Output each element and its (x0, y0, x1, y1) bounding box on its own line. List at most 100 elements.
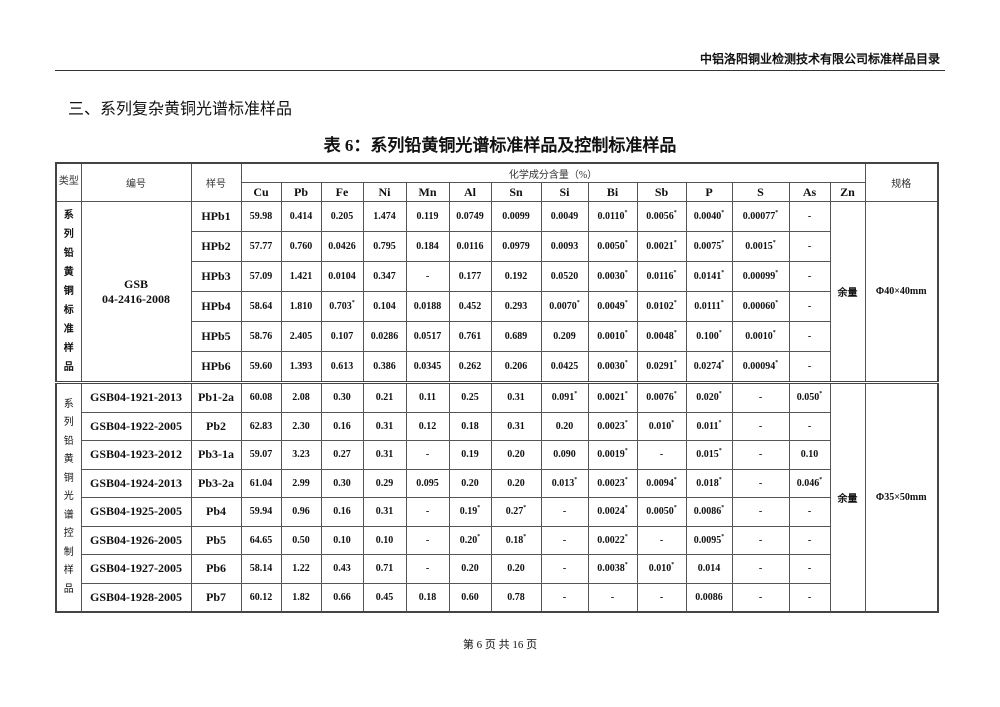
value-sn: 0.0979 (490, 231, 542, 262)
value-p: 0.0274* (685, 351, 733, 383)
value-fe: 0.43 (320, 554, 364, 584)
value-s: 0.0015* (731, 231, 790, 262)
value-fe: 0.30 (320, 468, 364, 498)
value-cu: 64.65 (240, 525, 282, 555)
specification: Φ40×40mm (864, 201, 939, 383)
value-sn: 0.20 (490, 554, 542, 584)
value-ni: 0.31 (362, 440, 407, 470)
standard-code: GSB04-1922-2005 (80, 411, 192, 441)
value-mn: 0.184 (405, 231, 450, 262)
value-cu: 61.04 (240, 468, 282, 498)
value-mn: - (405, 554, 450, 584)
standard-code: GSB04-1923-2012 (80, 440, 192, 470)
value-fe: 0.0426 (320, 231, 364, 262)
sample-id: Pb5 (190, 525, 242, 555)
value-bi: 0.0050* (587, 231, 638, 262)
value-ni: 0.31 (362, 411, 407, 441)
value-al: 0.20 (448, 554, 492, 584)
element-header-cu: Cu (240, 182, 282, 202)
table-row: GSB04-1923-2012 Pb3-1a 59.07 3.23 0.27 0.31-0… (56, 440, 938, 470)
value-si: - (540, 525, 589, 555)
table-row: GSB04-1926-2005 Pb5 64.65 0.50 0.10 0.10-0.20… (56, 525, 938, 555)
value-s: - (731, 525, 790, 555)
value-ni: 0.31 (362, 497, 407, 527)
element-header-s: S (731, 182, 790, 202)
value-al: 0.25 (448, 381, 492, 413)
value-s: - (731, 440, 790, 470)
value-pb: 0.96 (280, 497, 322, 527)
value-mn: 0.0517 (405, 321, 450, 352)
value-si: 0.0425 (540, 351, 589, 383)
value-sn: 0.18* (490, 525, 542, 555)
value-mn: 0.11 (405, 381, 450, 413)
value-ni: 0.104 (362, 291, 407, 322)
value-sb: - (636, 440, 687, 470)
value-mn: - (405, 497, 450, 527)
value-fe: 0.0104 (320, 261, 364, 292)
value-si: - (540, 582, 589, 613)
value-cu: 58.76 (240, 321, 282, 352)
value-al: 0.452 (448, 291, 492, 322)
value-as: 0.046* (788, 468, 831, 498)
value-pb: 1.22 (280, 554, 322, 584)
value-al: 0.0116 (448, 231, 492, 262)
value-s: - (731, 497, 790, 527)
value-bi: 0.0038* (587, 554, 638, 584)
value-al: 0.19* (448, 497, 492, 527)
value-sn: 0.206 (490, 351, 542, 383)
value-bi: - (587, 582, 638, 613)
value-sb: 0.0021* (636, 231, 687, 262)
value-ni: 0.71 (362, 554, 407, 584)
value-s: 0.00060* (731, 291, 790, 322)
value-cu: 62.83 (240, 411, 282, 441)
value-al: 0.60 (448, 582, 492, 613)
value-as: - (788, 351, 831, 383)
value-bi: 0.0019* (587, 440, 638, 470)
value-fe: 0.205 (320, 201, 364, 232)
table-row: GSB04-1927-2005 Pb6 58.14 1.22 0.43 0.71-0.20… (56, 554, 938, 584)
value-as: - (788, 497, 831, 527)
value-al: 0.262 (448, 351, 492, 383)
value-pb: 2.405 (280, 321, 322, 352)
value-pb: 1.810 (280, 291, 322, 322)
value-mn: 0.0345 (405, 351, 450, 383)
value-pb: 2.99 (280, 468, 322, 498)
sample-id: Pb3-1a (190, 440, 242, 470)
element-header-si: Si (540, 182, 589, 202)
value-as: - (788, 291, 831, 322)
standard-code: GSB 04-2416-2008 (80, 201, 192, 383)
element-header-mn: Mn (405, 182, 450, 202)
value-p: 0.015* (685, 440, 733, 470)
value-p: 0.0040* (685, 201, 733, 232)
value-cu: 57.09 (240, 261, 282, 292)
value-sb: 0.010* (636, 554, 687, 584)
value-pb: 0.50 (280, 525, 322, 555)
value-pb: 1.82 (280, 582, 322, 613)
value-s: 0.00094* (731, 351, 790, 383)
sample-id: HPb1 (190, 201, 242, 232)
element-header-ni: Ni (362, 182, 407, 202)
col-code-header: 编号 (80, 162, 192, 202)
value-s: 0.00077* (731, 201, 790, 232)
value-cu: 59.94 (240, 497, 282, 527)
value-bi: 0.0030* (587, 261, 638, 292)
value-s: 0.00099* (731, 261, 790, 292)
value-sb: 0.0076* (636, 381, 687, 413)
value-fe: 0.703* (320, 291, 364, 322)
value-ni: 0.347 (362, 261, 407, 292)
element-header-row: Cu Pb Fe Ni Mn Al Sn Si Bi Sb P S As Zn (56, 182, 938, 202)
value-sn: 0.192 (490, 261, 542, 292)
value-al: 0.19 (448, 440, 492, 470)
value-sb: - (636, 582, 687, 613)
value-p: 0.0095* (685, 525, 733, 555)
value-al: 0.18 (448, 411, 492, 441)
value-sn: 0.78 (490, 582, 542, 613)
value-as: - (788, 261, 831, 292)
value-as: - (788, 554, 831, 584)
value-s: - (731, 381, 790, 413)
value-pb: 1.421 (280, 261, 322, 292)
zn-balance: 余量 (829, 201, 866, 383)
table-row: 系列铅黄铜标准样品 GSB 04-2416-2008 HPb1 59.98 0.414 0.… (55, 201, 939, 383)
value-bi: 0.0030* (587, 351, 638, 383)
group-type: 系列铅黄铜标准样品 (55, 201, 82, 383)
